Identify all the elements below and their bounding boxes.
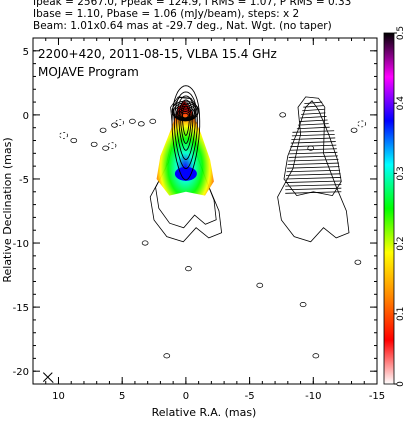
x-tick-label: -15 — [369, 391, 385, 402]
beam-marker — [42, 372, 53, 382]
polarization-vector — [285, 177, 342, 180]
polarization-vector — [288, 155, 338, 158]
header-line-base: Ibase = 1.10, Pbase = 1.06 (mJy/beam), s… — [33, 8, 300, 20]
header-line-peak: Ipeak = 2567.0, Ppeak = 124.9, I RMS = 1… — [33, 0, 352, 8]
intensity-contour — [176, 95, 196, 160]
colorbar-tick-label: 0.3 — [396, 166, 406, 180]
core-contour — [175, 105, 195, 121]
right-outer-contour — [277, 96, 350, 243]
polarization-vector — [286, 169, 341, 173]
core-contour — [180, 111, 191, 119]
noise-contour — [99, 127, 107, 133]
polarization-vector — [296, 126, 330, 130]
negative-contour — [357, 120, 367, 128]
noise-contour — [141, 240, 149, 246]
polarization-vector — [291, 133, 335, 137]
polarization-color-region — [156, 100, 214, 196]
polarization-vector — [290, 144, 337, 148]
negative-contour — [115, 119, 124, 126]
intensity-contour — [171, 85, 201, 181]
noise-contour — [70, 137, 78, 144]
polarization-vector — [288, 159, 339, 162]
x-tick-label: 5 — [119, 391, 125, 402]
polarization-vector — [287, 162, 339, 166]
noise-contour — [256, 282, 264, 288]
noise-contour — [102, 145, 109, 151]
polarization-vector — [300, 116, 327, 119]
y-axis-label: Relative Declination (mas) — [1, 137, 14, 282]
header-line-beam: Beam: 1.01x0.64 mas at -29.7 deg., Nat. … — [33, 20, 332, 32]
outer-contour — [155, 97, 217, 229]
core-contour — [173, 102, 198, 121]
core-contour — [178, 109, 192, 120]
noise-contour — [163, 353, 171, 359]
polarization-vector — [289, 151, 338, 155]
polarization-vector — [301, 112, 326, 115]
y-tick-label: -20 — [13, 367, 29, 378]
x-tick-label: -5 — [245, 391, 255, 402]
polarization-vector — [303, 105, 324, 108]
beam-marker — [42, 372, 54, 383]
colorbar-tick-label: 0.1 — [396, 307, 406, 321]
negative-contour — [59, 132, 68, 139]
noise-contour — [307, 145, 315, 151]
noise-contour — [312, 353, 320, 359]
polarization-vector — [297, 123, 329, 126]
y-tick-label: -10 — [13, 239, 29, 250]
polarization-vector — [285, 180, 342, 183]
right-inner-contour — [283, 100, 342, 197]
chart-subtitle: MOJAVE Program — [38, 65, 139, 79]
noise-contour — [354, 259, 362, 265]
y-tick-label: -15 — [13, 303, 29, 314]
y-tick-label: -5 — [19, 175, 29, 186]
core-contour — [177, 107, 194, 120]
x-tick-label: 0 — [183, 391, 189, 402]
colorbar-tick-label: 0.5 — [396, 26, 406, 40]
polarization-vector — [287, 166, 340, 169]
y-tick-label: 0 — [23, 111, 29, 122]
colorbar-tick-label: 0.4 — [396, 96, 406, 111]
noise-contour — [137, 121, 145, 127]
plot-frame — [32, 37, 378, 385]
colorbar-tick-label: 0.2 — [396, 236, 406, 250]
chart-title: 2200+420, 2011-08-15, VLBA 15.4 GHz — [38, 47, 277, 61]
noise-contour — [90, 141, 98, 147]
polarization-vector — [290, 141, 336, 144]
x-axis-label: Relative R.A. (mas) — [152, 406, 257, 419]
colorbar-tick-label: 0 — [396, 381, 406, 387]
noise-contour — [279, 112, 287, 118]
noise-contour — [350, 127, 358, 133]
colorbar — [383, 32, 395, 385]
x-tick-label: 10 — [52, 391, 65, 402]
noise-contour — [299, 301, 307, 308]
noise-contour — [111, 122, 118, 128]
polarization-peak — [174, 166, 197, 181]
polarization-vector — [291, 137, 336, 140]
core-contour — [171, 100, 199, 122]
polarization-vector — [302, 108, 325, 112]
noise-contour — [185, 266, 192, 272]
noise-contour — [149, 118, 157, 124]
y-tick-label: 5 — [23, 47, 29, 58]
polarization-vector — [285, 187, 342, 191]
polarization-vector — [286, 173, 341, 176]
polarization-vector — [285, 184, 342, 187]
x-tick-label: -10 — [305, 391, 321, 402]
core-contour — [181, 112, 189, 119]
negative-contour — [107, 142, 117, 149]
noise-contour — [129, 118, 136, 124]
